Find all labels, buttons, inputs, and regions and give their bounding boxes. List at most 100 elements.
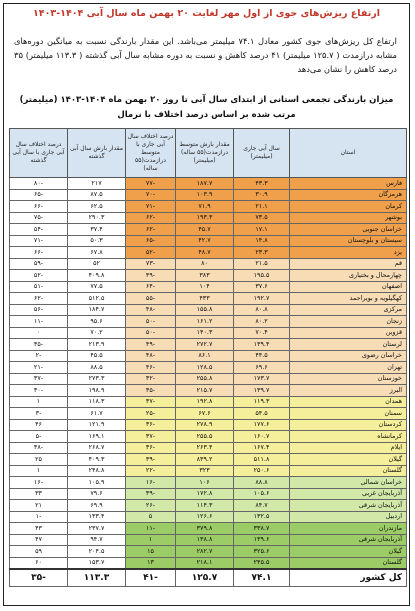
cell-previous: ۲۷۳.۳	[67, 372, 126, 385]
cell-diff-previous: -۱۶	[9, 476, 68, 489]
cell-current: ۳۲۵.۶	[233, 545, 290, 558]
table-row: آذربایجان غربی ۱۰۵.۶ ۱۷۲.۸ -۳۹ ۷۹.۶ ۳۳	[9, 487, 407, 500]
table-body: فارس ۴۳.۳ ۱۸۷.۷ -۷۷ ۲۱۷ -۸۰ هرمزگان ۳۰.۹ ۱۰۳.۹ -۷…	[9, 177, 407, 570]
cell-diff-previous: -۲۱	[9, 361, 68, 374]
cell-province: آذربایجان شرقی	[289, 499, 407, 512]
cell-previous: ۲۶۸.۷	[67, 441, 126, 454]
cell-province: کرمانشاه	[289, 430, 407, 443]
cell-diff-previous: -۵۹	[9, 257, 68, 270]
cell-longterm: ۱۹۳.۳	[175, 211, 234, 224]
cell-diff-longterm: ۱۵	[125, 545, 176, 558]
cell-diff-previous: ۵۹	[9, 545, 68, 558]
cell-previous: ۲۹۰.۳	[67, 211, 126, 224]
total-diff-longterm: -۴۱	[125, 568, 176, 587]
cell-current: ۳۷.۶	[233, 280, 290, 293]
cell-longterm: ۳۸۳	[175, 269, 234, 282]
table-subtitle: میزان بارندگی تجمعی استانی از ابتدای سال…	[19, 95, 394, 105]
header-province: استان	[289, 128, 407, 178]
cell-province: قزوین	[289, 326, 407, 339]
table-row: چهارمحال و بختیاری ۱۹۵.۵ ۳۸۳ -۴۹ ۴۰۹.۸ -۵۲	[9, 269, 407, 282]
cell-diff-longterm: -۳۲	[125, 372, 176, 385]
cell-diff-longterm: ۱۳	[125, 556, 176, 570]
cell-diff-previous: ۰	[9, 326, 68, 339]
header-previous-year: مقدار بارش سال آبی گذشته	[67, 128, 126, 178]
cell-diff-longterm: -۶۲	[125, 211, 176, 224]
cell-current: ۲۳.۳	[233, 246, 290, 259]
table-row: کردستان ۱۷۷.۶ ۲۷۸.۹ -۳۶ ۱۲۱.۹ ۴۶	[9, 418, 407, 431]
cell-longterm: ۷۱.۹	[175, 200, 234, 213]
cell-diff-previous: -۳	[9, 407, 68, 420]
cell-current: ۴۳.۳	[233, 177, 290, 190]
cell-province: خراسان جنوبی	[289, 223, 407, 236]
cell-longterm: ۱۶۱.۲	[175, 315, 234, 328]
cell-longterm: ۱۵۵.۸	[175, 303, 234, 316]
cell-diff-longterm: -۲۶	[125, 499, 176, 512]
cell-current: ۱۹۲.۷	[233, 292, 290, 305]
table-row: کرمانشاه ۱۶۰.۷ ۲۵۵.۵ -۳۷ ۱۶۹.۱ -۵	[9, 430, 407, 443]
cell-diff-previous: -۱	[9, 510, 68, 523]
cell-diff-longterm: -۳۶	[125, 441, 176, 454]
cell-diff-previous: -۶۲	[9, 292, 68, 305]
cell-diff-longterm: -۴۹	[125, 338, 176, 351]
cell-previous: ۵۲	[67, 257, 126, 270]
cell-diff-longterm: ۱	[125, 533, 176, 546]
cell-diff-longterm: -۱۶	[125, 476, 176, 489]
cell-province: خوزستان	[289, 372, 407, 385]
table-row: همدان ۱۱۹.۳ ۱۹۲.۸ -۳۷ ۱۱۸.۳ ۱	[9, 395, 407, 408]
table-row: اردبیل ۱۳۲.۵ ۱۲۶.۶ ۵ ۱۳۳.۴ -۱	[9, 510, 407, 523]
cell-previous: ۴۰۹.۳	[67, 453, 126, 466]
cell-previous: ۹۴.۷	[67, 533, 126, 546]
cell-diff-previous: ۲۵	[9, 453, 68, 466]
cell-current: ۵۴.۵	[233, 407, 290, 420]
cell-previous: ۵۱۲.۵	[67, 292, 126, 305]
table-row: سیستان و بلوچستان ۱۴.۸ ۴۲.۷ -۶۵ ۵۰.۳ -۷۱	[9, 234, 407, 247]
cell-province: مرکزی	[289, 303, 407, 316]
cell-diff-longterm: -۴۹	[125, 269, 176, 282]
cell-longterm: ۸۳۹.۲	[175, 453, 234, 466]
cell-province: مازندران	[289, 522, 407, 535]
cell-previous: ۱۳۳.۴	[67, 510, 126, 523]
cell-longterm: ۱۰۴	[175, 280, 234, 293]
cell-province: گیلان	[289, 453, 407, 466]
cell-previous: ۲۴۸.۸	[67, 464, 126, 477]
cell-previous: ۲۱۳.۹	[67, 338, 126, 351]
cell-previous: ۸۸.۵	[67, 361, 126, 374]
table-row: کرمان ۲۱.۱ ۷۱.۹ -۷۱ ۶۲.۵ -۶۶	[9, 200, 407, 213]
cell-province: اردبیل	[289, 510, 407, 523]
table-sort-note: مرتب شده بر اساس درصد اختلاف با نرمال	[117, 110, 296, 120]
summary-paragraph: ارتفاع کل ریزش‌های جوی کشور معادل ۷۴.۱ م…	[14, 36, 397, 74]
table-row: آذربایجان شرقی ۱۳۹.۶ ۱۳۸.۸ ۱ ۹۴.۷ ۴۷	[9, 533, 407, 546]
cell-current: ۸۰.۸	[233, 303, 290, 316]
cell-province: کرمان	[289, 200, 407, 213]
table-row: زنجان ۸۰.۲ ۱۶۱.۲ -۵۰ ۹۵.۶ -۱۱	[9, 315, 407, 328]
cell-current: ۱۷.۱	[233, 223, 290, 236]
table-row: ایلام ۱۶۷.۴ ۲۶۳.۴ -۳۶ ۲۶۸.۷ -۳۸	[9, 441, 407, 454]
cell-longterm: ۴۵.۷	[175, 223, 234, 236]
cell-province: اصفهان	[289, 280, 407, 293]
cell-diff-longterm: -۶۵	[125, 234, 176, 247]
cell-current: ۳۳۸.۷	[233, 522, 290, 535]
table-row: خراسان جنوبی ۱۷.۱ ۴۵.۷ -۶۲ ۳۷.۴ -۵۴	[9, 223, 407, 236]
cell-diff-longterm: -۴۸	[125, 349, 176, 362]
cell-province: سیستان و بلوچستان	[289, 234, 407, 247]
cell-current: ۱۱۹.۳	[233, 395, 290, 408]
cell-diff-previous: -۷۱	[9, 234, 68, 247]
table-row: فارس ۴۳.۳ ۱۸۷.۷ -۷۷ ۲۱۷ -۸۰	[9, 177, 407, 190]
cell-diff-previous: -۵۴	[9, 223, 68, 236]
cell-diff-previous: -۲	[9, 349, 68, 362]
cell-longterm: ۲۷۲.۷	[175, 338, 234, 351]
table-row: قم ۲۱.۵ ۸۰ -۷۳ ۵۲ -۵۹	[9, 257, 407, 270]
table-row: لرستان ۱۳۹.۴ ۲۷۲.۷ -۴۹ ۲۱۳.۹ -۳۵	[9, 338, 407, 351]
cell-diff-previous: ۴۳	[9, 522, 68, 535]
table-row: مازندران ۳۳۸.۷ ۳۷۹.۸ -۱۱ ۲۳۷.۷ ۴۳	[9, 522, 407, 535]
cell-province: البرز	[289, 384, 407, 397]
table-row: گیلان ۳۲۵.۶ ۲۸۲.۷ ۱۵ ۲۰۴.۵ ۵۹	[9, 545, 407, 558]
cell-diff-previous: -۵۲	[9, 269, 68, 282]
cell-longterm: ۳۷۹.۸	[175, 522, 234, 535]
cell-diff-longterm: -۶۲	[125, 223, 176, 236]
report-frame: ارتفاع ریزش‌های جوی از اول مهر لغایت ۲۰ …	[3, 3, 410, 606]
cell-diff-longterm: -۲۲	[125, 464, 176, 477]
cell-diff-longterm: -۷۰	[125, 188, 176, 201]
cell-diff-previous: ۲۱	[9, 499, 68, 512]
cell-longterm: ۳۲۳	[175, 464, 234, 477]
